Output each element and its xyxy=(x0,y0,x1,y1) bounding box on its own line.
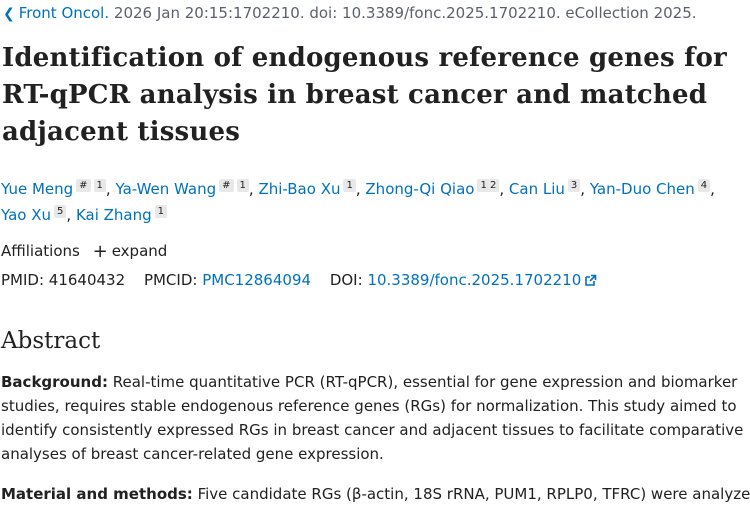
author-link[interactable]: Yue Meng xyxy=(1,180,74,198)
affiliation-number-badge[interactable]: 1 xyxy=(236,179,249,192)
pmcid-label: PMCID: xyxy=(143,271,198,289)
affiliations-expand-button[interactable]: + expand xyxy=(92,241,168,262)
citation-details: 2026 Jan 20:15:1702210. doi: 10.3389/fon… xyxy=(113,4,697,22)
author-link[interactable]: Kai Zhang xyxy=(75,206,152,224)
background-text: Real-time quantitative PCR (RT-qPCR), es… xyxy=(1,373,744,463)
expand-label: expand xyxy=(111,242,168,260)
abstract-heading: Abstract xyxy=(1,328,101,354)
background-label: Background: xyxy=(1,373,108,391)
plus-icon: + xyxy=(92,241,108,262)
affiliation-number-badge[interactable]: 1 xyxy=(154,205,168,218)
author-item: Yue Meng #1, xyxy=(1,179,116,198)
pmid-value: 41640432 xyxy=(48,271,126,289)
author-item: Yao Xu 5, xyxy=(1,205,76,224)
identifiers-row: PMID: 41640432 PMCID: PMC12864094 DOI: 1… xyxy=(1,270,597,292)
equal-contribution-badge: # xyxy=(76,179,91,192)
affiliation-number-badge[interactable]: 3 xyxy=(567,179,581,192)
affiliations-row: Affiliations + expand xyxy=(1,241,167,262)
journal-link[interactable]: Front Oncol. xyxy=(18,4,110,22)
methods-text: Five candidate RGs (β-actin, 18S rRNA, P… xyxy=(197,485,750,503)
doi-label: DOI: xyxy=(329,271,363,289)
author-item: Can Liu 3, xyxy=(508,179,590,198)
pmcid-link[interactable]: PMC12864094 xyxy=(202,271,312,289)
abstract-methods-paragraph: Material and methods: Five candidate RGs… xyxy=(1,482,750,506)
author-item: Yan-Duo Chen 4, xyxy=(589,179,715,198)
authors-list: Yue Meng #1, Ya-Wen Wang #1, Zhi-Bao Xu 1, … xyxy=(1,176,749,228)
author-link[interactable]: Yan-Duo Chen xyxy=(589,180,695,198)
affiliation-number-badge[interactable]: 5 xyxy=(54,205,67,218)
affiliations-label: Affiliations xyxy=(1,242,80,260)
author-item: Zhi-Bao Xu 1, xyxy=(258,179,366,198)
author-link[interactable]: Can Liu xyxy=(508,180,565,198)
citation-line: ❮ Front Oncol. 2026 Jan 20:15:1702210. do… xyxy=(3,3,750,24)
doi-value: 10.3389/fonc.2025.1702210 xyxy=(367,271,582,289)
affiliation-number-badge[interactable]: 1 xyxy=(343,179,356,192)
author-item: Ya-Wen Wang #1, xyxy=(115,179,259,198)
chevron-left-icon[interactable]: ❮ xyxy=(3,6,15,22)
author-item: Zhong-Qi Qiao 1 2, xyxy=(365,179,509,198)
author-item: Kai Zhang 1 xyxy=(75,205,168,224)
affiliation-number-badge[interactable]: 1 2 xyxy=(477,179,500,192)
author-link[interactable]: Zhi-Bao Xu xyxy=(258,180,341,198)
external-link-icon xyxy=(584,272,597,292)
author-link[interactable]: Ya-Wen Wang xyxy=(115,180,217,198)
abstract-background-paragraph: Background: Real-time quantitative PCR (… xyxy=(1,370,746,466)
methods-label: Material and methods: xyxy=(1,485,193,503)
affiliation-number-badge[interactable]: 1 xyxy=(93,179,106,192)
equal-contribution-badge: # xyxy=(219,179,234,192)
pmid-label: PMID: xyxy=(1,271,45,289)
author-link[interactable]: Yao Xu xyxy=(1,206,52,224)
author-link[interactable]: Zhong-Qi Qiao xyxy=(365,180,475,198)
article-title: Identification of endogenous reference g… xyxy=(2,43,727,147)
affiliation-number-badge[interactable]: 4 xyxy=(697,179,711,192)
doi-link[interactable]: 10.3389/fonc.2025.1702210 xyxy=(367,271,597,289)
